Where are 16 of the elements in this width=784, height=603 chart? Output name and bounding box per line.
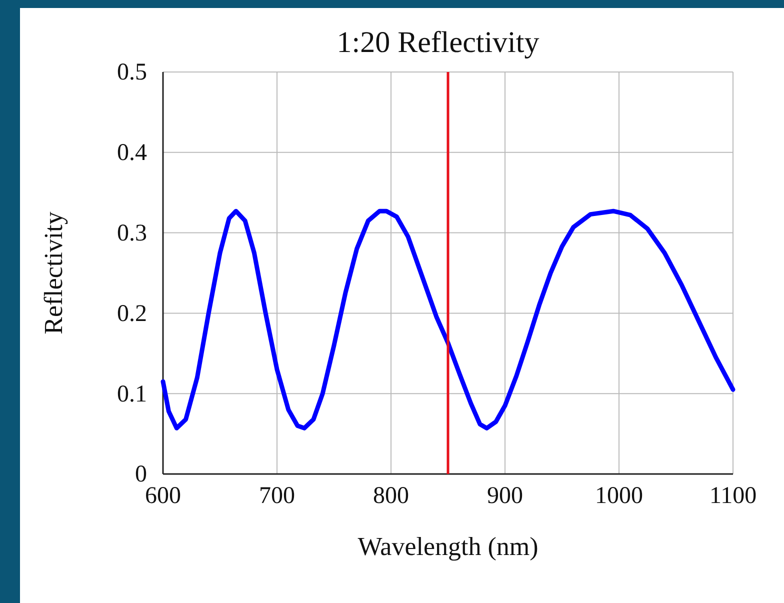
x-tick-label: 700 [259, 483, 295, 510]
x-axis-title: Wavelength (nm) [358, 532, 538, 561]
line-series [160, 208, 736, 430]
y-tick-label: 0.4 [117, 140, 147, 166]
y-tick-label: 0.3 [117, 220, 147, 246]
y-tick-label: 0.2 [117, 300, 147, 327]
y-tick-label: 0 [135, 462, 147, 488]
x-tick-label: 1100 [709, 483, 757, 510]
x-tick-label: 800 [373, 483, 409, 510]
y-tick-label: 0.1 [117, 381, 147, 408]
y-tick-label: 0.5 [117, 60, 147, 86]
chart-title: 1:20 Reflectivity [336, 26, 540, 59]
x-tick-label: 600 [145, 483, 181, 510]
y-axis-title: Reflectivity [39, 212, 68, 334]
x-tick-label: 900 [487, 483, 523, 510]
x-tick-label: 1000 [595, 483, 643, 510]
